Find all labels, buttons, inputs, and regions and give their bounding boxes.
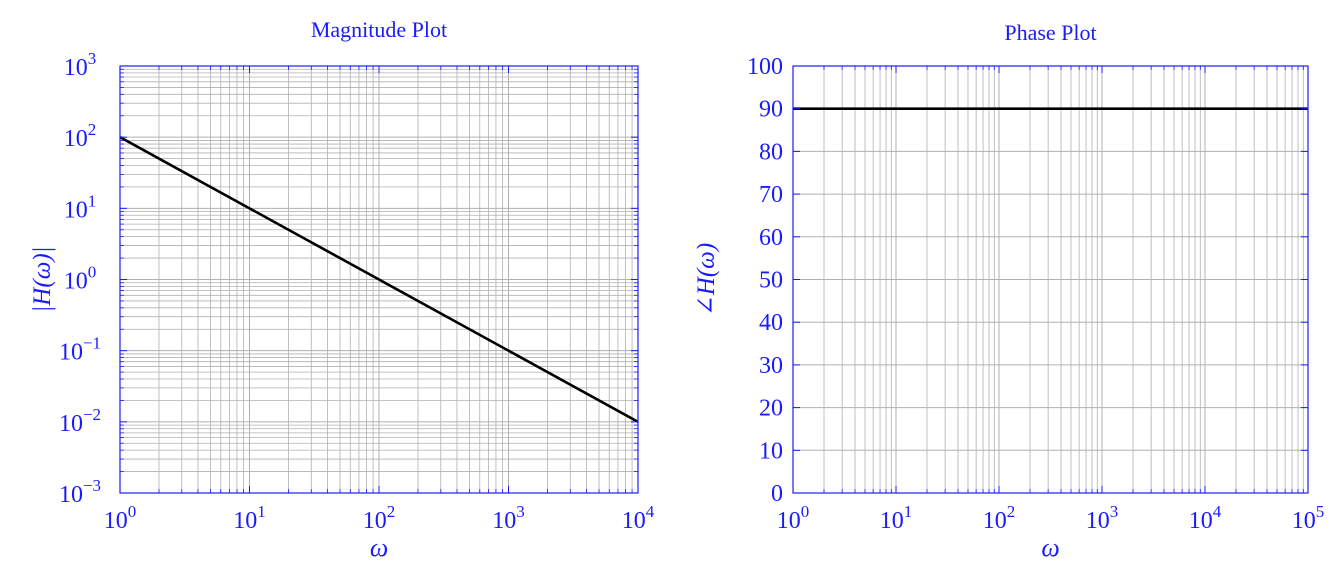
y-tick-label: 102	[64, 120, 97, 152]
y-tick-label-exponent: 0	[88, 263, 97, 282]
magnitude-plot-title: Magnitude Plot	[311, 17, 447, 42]
y-tick-label: 101	[64, 191, 97, 223]
y-tick-label: 10−2	[59, 405, 101, 437]
x-tick-label-exponent: 1	[904, 502, 913, 521]
phase-major-grid	[792, 65, 1309, 494]
magnitude-series	[119, 136, 639, 423]
x-tick-label: 102	[983, 502, 1016, 534]
x-tick-label: 104	[1189, 502, 1222, 534]
y-tick-label: 80	[759, 139, 783, 165]
y-tick-label: 10	[759, 438, 783, 464]
y-tick-label-exponent: −2	[83, 405, 101, 424]
y-tick-label: 10−3	[59, 476, 101, 508]
y-tick-label: 20	[759, 396, 783, 422]
x-tick-label: 100	[104, 502, 137, 534]
x-tick-label-exponent: 3	[516, 502, 525, 521]
y-tick-label: 60	[759, 225, 783, 251]
phase-y-axis-label: ∠H(ω)	[693, 243, 720, 316]
phase-tick-marks	[792, 65, 1309, 494]
x-tick-label-exponent: 5	[1316, 502, 1325, 521]
x-tick-label: 103	[1086, 502, 1119, 534]
y-tick-label-exponent: 3	[88, 49, 97, 68]
x-tick-label-exponent: 3	[1110, 502, 1119, 521]
y-tick-label: 50	[759, 268, 783, 294]
series-line	[119, 136, 639, 423]
x-tick-label: 101	[233, 502, 266, 534]
y-tick-label: 30	[759, 353, 783, 379]
y-tick-label-exponent: 1	[88, 191, 97, 210]
phase-plot-title: Phase Plot	[1004, 20, 1096, 45]
phase-x-axis-label: ω	[1041, 533, 1059, 562]
y-tick-label: 103	[64, 49, 97, 81]
magnitude-x-tick-labels: 100 101 102 103 104	[104, 502, 655, 534]
y-tick-label: 100	[747, 54, 783, 80]
y-tick-label: 0	[771, 481, 783, 507]
x-tick-label: 103	[492, 502, 525, 534]
x-tick-label: 104	[622, 502, 655, 534]
phase-x-tick-labels: 100 101 102 103 104 105	[777, 502, 1325, 534]
magnitude-y-axis-label: |H(ω)|	[29, 246, 56, 312]
y-tick-label: 70	[759, 182, 783, 208]
magnitude-tick-marks	[119, 65, 639, 494]
x-tick-label-exponent: 1	[257, 502, 266, 521]
magnitude-x-axis-label: ω	[370, 533, 388, 562]
x-tick-label: 102	[363, 502, 396, 534]
x-tick-label-exponent: 4	[1213, 502, 1222, 521]
y-tick-label-exponent: 2	[88, 120, 97, 139]
x-tick-label-exponent: 2	[1007, 502, 1016, 521]
y-tick-label: 10−1	[59, 334, 101, 366]
phase-plot: 100 101 102 103 104 105 010203040506070809010…	[693, 20, 1324, 562]
x-tick-label: 101	[880, 502, 913, 534]
y-tick-label-exponent: −1	[83, 334, 101, 353]
x-tick-label-exponent: 4	[646, 502, 655, 521]
y-tick-label: 90	[759, 97, 783, 123]
phase-y-tick-labels: 0 10 20 30 40 50 60 70 80 90 100	[747, 54, 783, 507]
y-tick-label-exponent: −3	[83, 476, 101, 495]
x-tick-label: 105	[1292, 502, 1325, 534]
x-tick-label-exponent: 0	[128, 502, 137, 521]
y-tick-label: 40	[759, 310, 783, 336]
y-tick-label: 100	[64, 263, 97, 295]
x-tick-label-exponent: 0	[801, 502, 810, 521]
x-tick-label-exponent: 2	[387, 502, 396, 521]
magnitude-plot: 100 101 102 103 104 10−310−210−1100101102103…	[29, 17, 655, 562]
